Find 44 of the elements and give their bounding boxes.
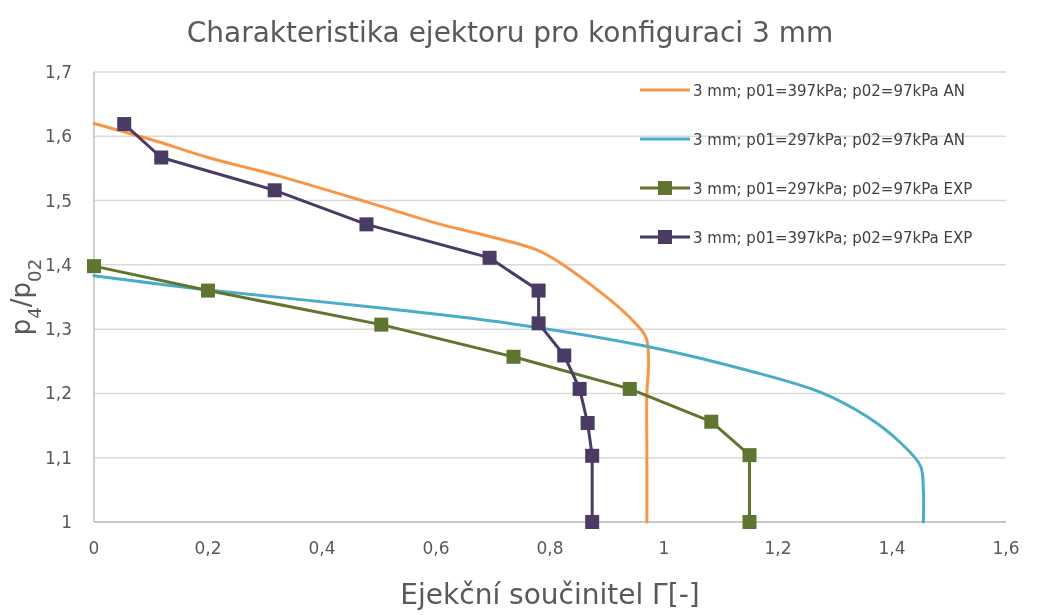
- point: [585, 448, 600, 463]
- x-axis-title: Ejekční součinitel Γ[-]: [400, 578, 700, 611]
- legend-label: 3 mm; p01=397kPa; p02=97kPa AN: [693, 82, 965, 100]
- point: [359, 217, 374, 232]
- point: [267, 183, 282, 198]
- point: [531, 283, 546, 298]
- point: [374, 317, 389, 332]
- y-tick-label: 1,3: [44, 319, 72, 340]
- point: [117, 117, 132, 132]
- point: [87, 259, 101, 274]
- point: [154, 150, 169, 165]
- point: [580, 416, 595, 430]
- point: [572, 381, 587, 396]
- legend-label: 3 mm; p01=297kPa; p02=97kPa EXP: [693, 180, 973, 198]
- legend-label: 3 mm; p01=297kPa; p02=97kPa AN: [693, 131, 965, 149]
- point: [622, 381, 637, 396]
- legend-label: 3 mm; p01=397kPa; p02=97kPa EXP: [693, 229, 973, 247]
- y-tick-label: 1,6: [44, 126, 72, 147]
- x-tick-label: 1,6: [992, 538, 1020, 558]
- point: [506, 349, 521, 364]
- x-tick-label: 0,2: [194, 538, 222, 558]
- point: [742, 448, 757, 463]
- point: [557, 348, 572, 363]
- x-tick-label: 1,2: [764, 538, 792, 558]
- x-tick-label: 0,4: [308, 538, 336, 558]
- point: [704, 414, 719, 429]
- x-tick-label: 0,6: [422, 538, 450, 558]
- y-tick-label: 1,1: [44, 447, 72, 468]
- point: [585, 515, 600, 529]
- y-tick-label: 1,4: [44, 254, 72, 275]
- point: [742, 515, 757, 529]
- point: [531, 316, 546, 331]
- point: [201, 283, 215, 298]
- y-tick-label: 1: [61, 512, 72, 532]
- x-tick-label: 0: [88, 538, 100, 558]
- chart-title: Charakteristika ejektoru pro konfiguraci 3 mm: [186, 16, 834, 49]
- y-tick-label: 1,2: [44, 383, 72, 404]
- line-series: [92, 121, 651, 524]
- x-tick-label: 1,4: [878, 538, 906, 558]
- x-tick-label: 1: [658, 538, 670, 558]
- x-tick-label: 0,8: [536, 538, 564, 558]
- point: [482, 250, 497, 265]
- y-tick-label: 1,5: [44, 190, 72, 211]
- y-tick-label: 1,7: [44, 62, 72, 82]
